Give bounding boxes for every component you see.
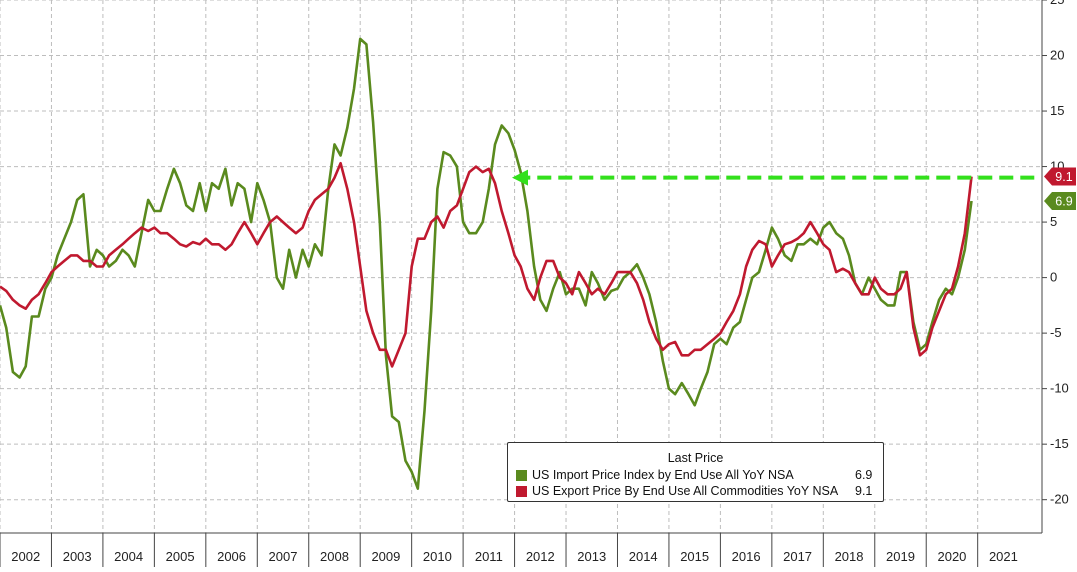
x-tick-label: 2005 <box>166 549 195 564</box>
x-tick-label: 2008 <box>320 549 349 564</box>
last-value-badge-import-text: 6.9 <box>1055 194 1072 208</box>
x-tick-label: 2020 <box>937 549 966 564</box>
legend-swatch-import <box>516 469 527 481</box>
y-tick-label: 25 <box>1050 0 1064 7</box>
legend-title: Last Price <box>667 451 724 465</box>
series-line-import <box>0 37 973 490</box>
y-tick-label: 5 <box>1050 214 1057 229</box>
x-tick-label: 2014 <box>629 549 658 564</box>
y-tick-label: 15 <box>1050 103 1064 118</box>
legend: Last Price US Import Price Index by End … <box>507 442 884 502</box>
y-tick-label: -10 <box>1050 381 1069 396</box>
y-tick-label: -15 <box>1050 436 1069 451</box>
legend-label-export: US Export Price By End Use All Commoditi… <box>532 484 839 498</box>
legend-value-import: 6.9 <box>855 468 873 482</box>
last-value-badge-import <box>1044 191 1076 210</box>
x-tick-label: 2018 <box>835 549 864 564</box>
x-tick-label: 2006 <box>217 549 246 564</box>
y-tick-label: 0 <box>1050 270 1057 285</box>
x-tick-label: 2012 <box>526 549 555 564</box>
x-tick-label: 2007 <box>269 549 298 564</box>
legend-label-import: US Import Price Index by End Use All YoY… <box>532 468 794 482</box>
x-tick-label: 2011 <box>475 549 503 564</box>
legend-item-import: US Import Price Index by End Use All YoY… <box>508 467 883 483</box>
x-tick-label: 2019 <box>886 549 915 564</box>
x-tick-label: 2021 <box>989 549 1018 564</box>
legend-value-export: 9.1 <box>855 484 873 498</box>
last-value-badge-export <box>1044 167 1076 186</box>
y-tick-label: -20 <box>1050 492 1069 507</box>
series-line-export <box>0 161 973 368</box>
x-tick-label: 2002 <box>11 549 40 564</box>
x-tick-label: 2016 <box>732 549 761 564</box>
x-tick-label: 2013 <box>577 549 606 564</box>
last-value-badge-export-text: 9.1 <box>1055 170 1072 184</box>
legend-swatch-export <box>516 485 527 497</box>
x-tick-label: 2010 <box>423 549 452 564</box>
x-tick-label: 2017 <box>783 549 812 564</box>
legend-item-export: US Export Price By End Use All Commoditi… <box>508 483 883 499</box>
y-tick-label: 20 <box>1050 48 1064 63</box>
x-tick-label: 2003 <box>63 549 92 564</box>
y-tick-label: -5 <box>1050 325 1062 340</box>
x-tick-label: 2009 <box>371 549 400 564</box>
x-tick-label: 2015 <box>680 549 709 564</box>
x-tick-label: 2004 <box>114 549 143 564</box>
annotation-arrowhead <box>511 169 528 186</box>
